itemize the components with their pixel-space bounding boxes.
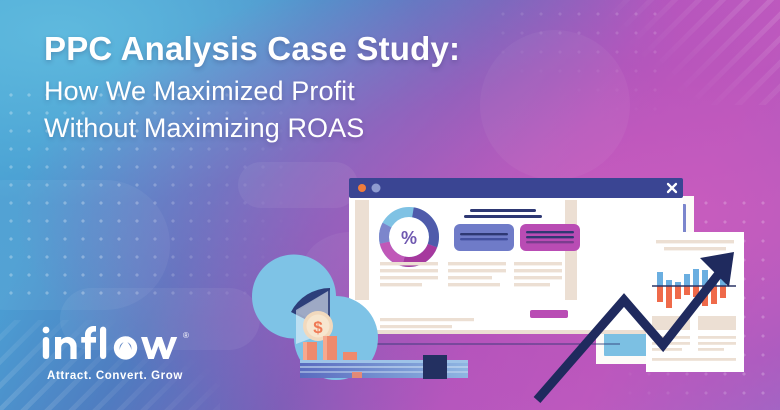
footer-chip[interactable] <box>530 310 568 318</box>
window-dot-light[interactable] <box>371 183 381 193</box>
browser-title-bar <box>349 178 683 198</box>
page-title: PPC Analysis Case Study: <box>44 30 461 67</box>
coin-dollar-symbol: $ <box>313 318 323 337</box>
coin-icon: $ <box>303 311 333 341</box>
browser-window[interactable]: % <box>349 178 683 345</box>
headline-subtitle-line2: Without Maximizing ROAS <box>44 112 365 143</box>
text-line-block <box>380 262 562 287</box>
headline-group: PPC Analysis Case Study: How We Maximize… <box>44 30 604 146</box>
close-icon[interactable] <box>666 182 678 194</box>
registered-mark: ® <box>183 331 189 340</box>
window-dot-orange[interactable] <box>358 184 366 192</box>
donut-chart: % <box>379 207 439 267</box>
card-secondary[interactable] <box>520 224 580 251</box>
logo-wordmark-wrap: ® <box>40 322 190 364</box>
book-stack <box>300 355 468 379</box>
donut-center-label: % <box>401 228 417 248</box>
footer-text-lines <box>380 318 474 329</box>
logo-tagline: Attract. Convert. Grow <box>47 370 183 382</box>
brand-logo[interactable]: ® Attract. Convert. Grow <box>40 322 190 382</box>
trend-arrow-icon <box>533 252 734 403</box>
headline-subtitle-line1: How We Maximized Profit <box>44 75 355 106</box>
water-drop-icon <box>119 339 132 356</box>
inflow-wordmark-icon: ® <box>42 325 189 360</box>
card-primary[interactable] <box>454 224 514 251</box>
